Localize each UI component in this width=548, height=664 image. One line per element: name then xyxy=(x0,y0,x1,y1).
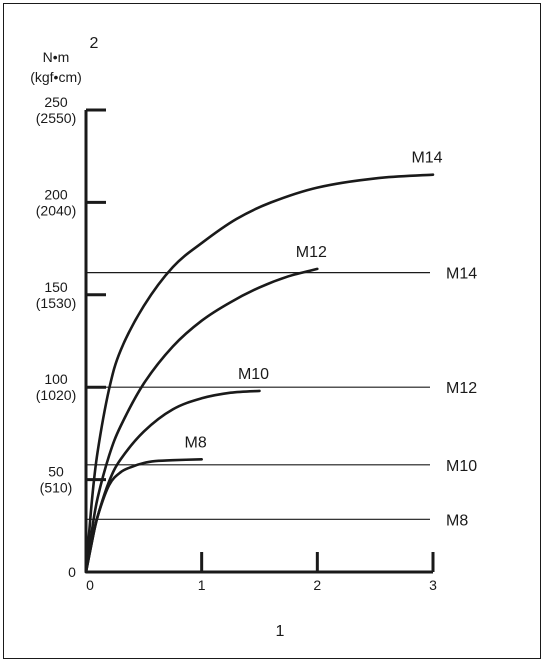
axes xyxy=(84,110,433,574)
y-tick-label: 200 xyxy=(44,186,68,202)
series-line-m12 xyxy=(84,267,319,574)
reference-line-label: M8 xyxy=(446,512,468,529)
y-tick-label: 150 xyxy=(44,279,68,295)
series-label: M12 xyxy=(296,244,327,261)
y-tick-label: 100 xyxy=(44,371,68,387)
reference-lines: M14 M12 M10 M8 xyxy=(86,266,477,529)
y-axis-label: 2 xyxy=(90,35,99,52)
series-line-m14 xyxy=(84,173,435,574)
y-tick-label-kgf: (1020) xyxy=(36,387,76,403)
x-tick-label: 2 xyxy=(313,577,321,593)
y-tick-label-kgf: (2040) xyxy=(36,202,76,218)
series: M14 M12 M10 M8 xyxy=(84,150,443,574)
reference-line-label: M10 xyxy=(446,458,477,475)
y-tick-label: 250 xyxy=(44,94,68,110)
x-tick-label: 3 xyxy=(429,577,437,593)
chart-frame xyxy=(3,3,541,659)
y-unit-primary: N•m xyxy=(43,49,70,65)
reference-line-label: M12 xyxy=(446,380,477,397)
y-tick-label-kgf: (510) xyxy=(40,480,73,496)
x-ticks: 0 1 2 3 xyxy=(86,552,437,593)
series-line-m8 xyxy=(84,458,203,574)
y-tick-label: 50 xyxy=(48,464,64,480)
series-label: M10 xyxy=(238,366,269,383)
y-ticks: 0 50(510) 100(1020) 150(1530) 200(2040) 250(2… xyxy=(36,94,106,580)
reference-line-label: M14 xyxy=(446,266,477,283)
x-axis-label: 1 xyxy=(276,623,285,640)
y-unit-secondary: (kgf•cm) xyxy=(30,69,82,85)
series-label: M8 xyxy=(185,434,207,451)
x-tick-label: 0 xyxy=(86,577,94,593)
y-tick-label-kgf: (2550) xyxy=(36,110,76,126)
series-label: M14 xyxy=(411,150,442,167)
y-tick-label-kgf: (1530) xyxy=(36,295,76,311)
x-tick-label: 1 xyxy=(198,577,206,593)
y-tick-label: 0 xyxy=(68,564,76,580)
